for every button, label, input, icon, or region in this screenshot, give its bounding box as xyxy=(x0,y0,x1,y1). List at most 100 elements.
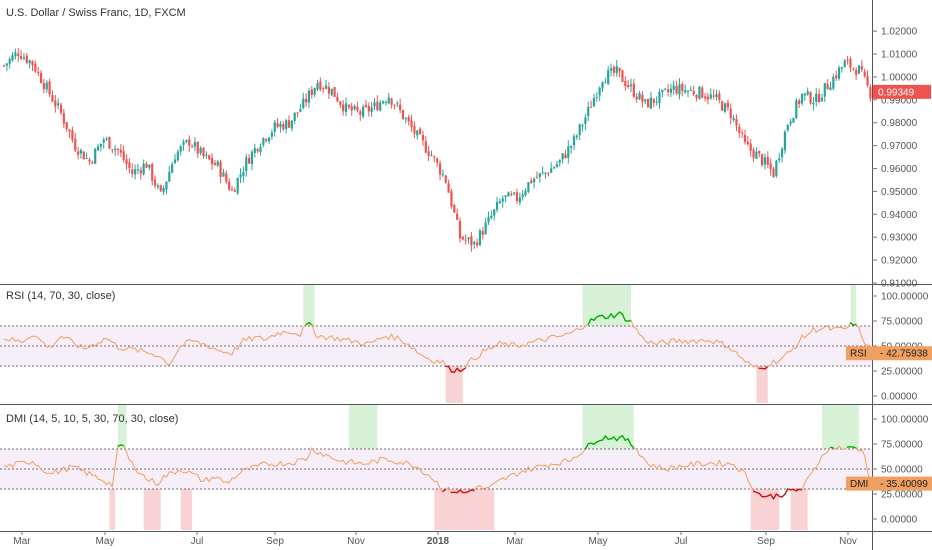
indicator-line-segment xyxy=(382,336,387,339)
candle-body xyxy=(595,96,598,98)
indicator-line-segment xyxy=(197,340,202,345)
candle-body xyxy=(846,59,849,61)
indicator-line-segment xyxy=(436,481,441,490)
indicator-line-segment xyxy=(385,458,390,462)
indicator-line-segment xyxy=(633,326,638,330)
indicator-line-segment xyxy=(77,465,82,472)
rsi-value-tag xyxy=(846,346,932,361)
indicator-line-segment xyxy=(431,478,435,482)
candle-body xyxy=(456,213,459,220)
candle-body xyxy=(202,147,205,157)
indicator-line-segment xyxy=(442,488,447,493)
indicator-tick-label: 25.00000 xyxy=(881,490,923,501)
candle-body xyxy=(159,185,162,192)
candle-body xyxy=(248,157,251,164)
indicator-line-segment xyxy=(282,463,287,467)
candle-body xyxy=(809,92,812,104)
candle-body xyxy=(307,90,311,103)
candle-body xyxy=(82,151,85,160)
candle-body xyxy=(567,146,570,159)
candle-body xyxy=(535,177,539,179)
indicator-line-segment xyxy=(639,455,643,458)
indicator-line-segment xyxy=(758,492,763,498)
candle-body xyxy=(362,106,365,117)
indicator-line-segment xyxy=(815,462,820,468)
candle-body xyxy=(381,101,385,104)
indicator-line-segment xyxy=(564,458,569,463)
price-tick-label: 0.99000 xyxy=(881,95,918,106)
candle-body xyxy=(276,123,279,127)
candle-body xyxy=(344,103,348,112)
indicator-line-segment xyxy=(750,485,755,492)
candle-body xyxy=(524,190,527,196)
candle-body xyxy=(686,90,690,92)
candle-body xyxy=(182,141,185,145)
candle-body xyxy=(282,124,285,130)
indicator-line-segment xyxy=(248,336,253,342)
overbought-highlight xyxy=(118,405,127,449)
indicator-line-segment xyxy=(279,460,284,467)
candle-body xyxy=(299,108,302,112)
indicator-line-segment xyxy=(482,348,487,352)
indicator-line-segment xyxy=(855,447,860,452)
candle-body xyxy=(208,155,211,160)
indicator-line-segment xyxy=(288,462,293,466)
indicator-line-segment xyxy=(505,475,509,481)
indicator-line-segment xyxy=(755,364,760,369)
indicator-line-segment xyxy=(502,477,507,481)
indicator-line-segment xyxy=(764,365,769,370)
indicator-line-segment xyxy=(735,467,740,473)
oversold-highlight xyxy=(445,366,463,403)
indicator-tick-label: 50.00000 xyxy=(881,465,923,476)
indicator-line-segment xyxy=(328,455,333,459)
candle-body xyxy=(493,209,496,216)
candle-body xyxy=(387,97,390,104)
indicator-line-segment xyxy=(798,334,803,343)
candle-body xyxy=(504,195,507,197)
indicator-line-segment xyxy=(621,434,626,441)
indicator-line-segment xyxy=(453,367,458,374)
candle-body xyxy=(116,148,120,150)
candle-body xyxy=(541,172,544,174)
indicator-line-segment xyxy=(211,476,216,479)
indicator-line-segment xyxy=(51,469,56,475)
indicator-line-segment xyxy=(220,350,224,354)
indicator-line-segment xyxy=(678,464,683,468)
indicator-line-segment xyxy=(650,463,655,468)
candle-body xyxy=(855,69,858,75)
indicator-line-segment xyxy=(80,343,85,350)
candle-body xyxy=(860,66,863,70)
oversold-highlight xyxy=(790,489,808,530)
indicator-line-segment xyxy=(71,340,76,346)
candle-body xyxy=(17,53,20,56)
indicator-line-segment xyxy=(331,457,336,461)
price-chart-title: U.S. Dollar / Swiss Franc, 1D, FXCM xyxy=(6,7,186,19)
candle-body xyxy=(142,163,145,175)
candle-body xyxy=(721,101,724,111)
indicator-line-segment xyxy=(567,460,572,463)
indicator-line-segment xyxy=(562,332,566,337)
candle-body xyxy=(262,137,265,146)
candle-body xyxy=(324,85,328,89)
indicator-line-segment xyxy=(91,343,96,347)
indicator-line-segment xyxy=(77,343,82,349)
candle-body xyxy=(77,151,80,155)
candle-body xyxy=(581,125,584,127)
candle-body xyxy=(151,164,154,181)
candle-body xyxy=(179,146,182,152)
indicator-line-segment xyxy=(242,337,247,342)
candle-body xyxy=(330,88,333,96)
indicator-line-segment xyxy=(114,445,119,467)
candle-body xyxy=(31,60,34,66)
indicator-line-segment xyxy=(556,463,561,466)
dmi-pane: DMI (14, 5, 10, 5, 30, 70, 30, close) xyxy=(0,405,872,530)
indicator-line-segment xyxy=(436,359,441,364)
indicator-line-segment xyxy=(154,483,159,486)
indicator-line-segment xyxy=(317,451,321,455)
indicator-line-segment xyxy=(271,463,276,467)
candle-body xyxy=(746,141,749,145)
candle-body xyxy=(413,125,416,134)
candle-body xyxy=(310,89,313,95)
indicator-line-segment xyxy=(413,347,418,354)
indicator-line-segment xyxy=(470,489,475,492)
